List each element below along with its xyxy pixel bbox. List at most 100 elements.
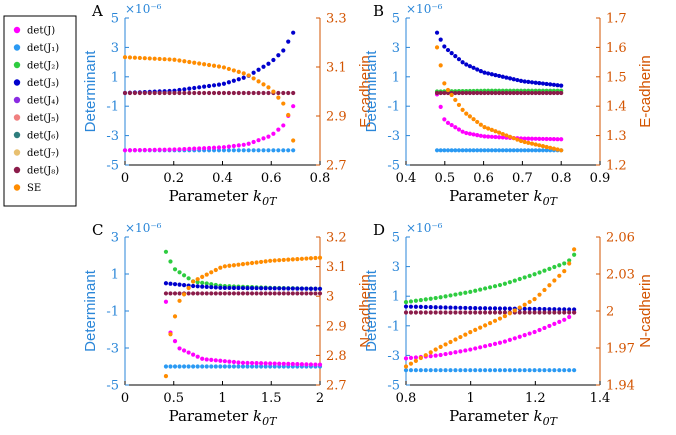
- data-point: [489, 90, 494, 96]
- data-point: [418, 297, 423, 303]
- data-point: [168, 259, 173, 264]
- data-point: [226, 90, 231, 96]
- data-point: [497, 73, 502, 79]
- data-point: [413, 358, 418, 363]
- data-point: [537, 310, 542, 315]
- series-detj: [434, 90, 564, 96]
- data-point: [471, 148, 476, 153]
- data-point: [438, 344, 443, 349]
- data-point: [132, 90, 137, 96]
- data-point: [291, 104, 296, 109]
- data-point: [142, 147, 147, 153]
- data-point: [236, 148, 241, 153]
- data-point: [502, 310, 508, 315]
- data-point: [463, 310, 468, 315]
- data-point: [464, 62, 469, 67]
- data-point: [268, 291, 273, 296]
- data-point: [313, 286, 318, 291]
- data-point: [213, 291, 218, 296]
- data-point: [167, 147, 172, 152]
- data-point: [256, 148, 261, 153]
- data-point: [502, 368, 508, 373]
- series-detj: [434, 30, 564, 88]
- legend-label: det(J₈): [27, 166, 59, 177]
- data-point: [286, 90, 291, 96]
- data-point: [290, 291, 295, 296]
- x-tick-label: 0.5: [434, 171, 455, 186]
- data-point: [231, 285, 237, 291]
- data-point: [209, 364, 214, 369]
- data-point: [272, 286, 277, 291]
- data-point: [512, 308, 517, 313]
- data-point: [403, 304, 409, 309]
- data-point: [251, 76, 256, 81]
- y-exponent: ×10⁻⁶: [406, 2, 443, 16]
- data-point: [529, 90, 535, 96]
- data-point: [295, 286, 300, 291]
- data-point: [515, 137, 520, 142]
- data-point: [456, 57, 462, 62]
- data-point: [487, 320, 493, 326]
- data-point: [299, 286, 304, 291]
- data-point: [290, 286, 295, 291]
- data-point: [236, 90, 241, 96]
- series-detj: [403, 304, 577, 312]
- data-point: [209, 285, 214, 290]
- data-point: [438, 352, 443, 358]
- data-point: [552, 310, 557, 315]
- data-point: [236, 285, 241, 291]
- data-point: [177, 282, 182, 287]
- data-point: [222, 359, 227, 364]
- data-point: [277, 291, 282, 296]
- series-se: [163, 255, 323, 379]
- data-point: [286, 361, 291, 366]
- data-point: [542, 268, 547, 273]
- data-point: [458, 334, 463, 340]
- data-point: [254, 361, 259, 366]
- data-point: [236, 77, 241, 82]
- data-point: [460, 90, 465, 96]
- data-point: [286, 112, 291, 118]
- data-point: [286, 291, 291, 296]
- data-point: [162, 147, 167, 152]
- y-left-tick-label: -1: [387, 100, 400, 115]
- data-point: [542, 310, 547, 315]
- data-point: [504, 75, 509, 80]
- data-point: [453, 125, 458, 130]
- panel-d: 0.8 1 1.2 1.4 -5 -3 -1 1 3 5 1.94 1.97 2 2.03 2.06 ×10⁻…: [363, 221, 654, 428]
- data-point: [211, 63, 217, 68]
- data-point: [515, 90, 520, 96]
- data-point: [254, 364, 259, 369]
- data-point: [268, 286, 273, 291]
- data-point: [478, 368, 483, 373]
- data-point: [206, 145, 212, 151]
- data-point: [544, 136, 549, 142]
- data-point: [276, 53, 281, 58]
- data-point: [532, 272, 537, 277]
- data-point: [163, 299, 169, 304]
- data-point: [468, 347, 473, 352]
- series-detj: [403, 368, 577, 373]
- data-point: [177, 58, 182, 63]
- data-point: [281, 148, 286, 153]
- data-point: [167, 57, 172, 62]
- data-point: [423, 304, 428, 310]
- data-point: [204, 281, 209, 286]
- x-tick-label: 0: [121, 391, 129, 406]
- data-point: [540, 144, 546, 149]
- data-point: [428, 350, 433, 355]
- data-point: [276, 127, 281, 132]
- data-point: [256, 67, 261, 72]
- data-point: [195, 364, 200, 369]
- data-point: [475, 90, 480, 96]
- data-point: [408, 304, 414, 309]
- data-point: [299, 291, 304, 296]
- data-point: [423, 353, 428, 358]
- data-point: [548, 90, 553, 96]
- data-point: [195, 279, 200, 285]
- data-point: [567, 258, 572, 263]
- data-point: [162, 57, 167, 62]
- data-point: [453, 90, 458, 96]
- data-point: [191, 291, 196, 296]
- data-point: [473, 310, 478, 315]
